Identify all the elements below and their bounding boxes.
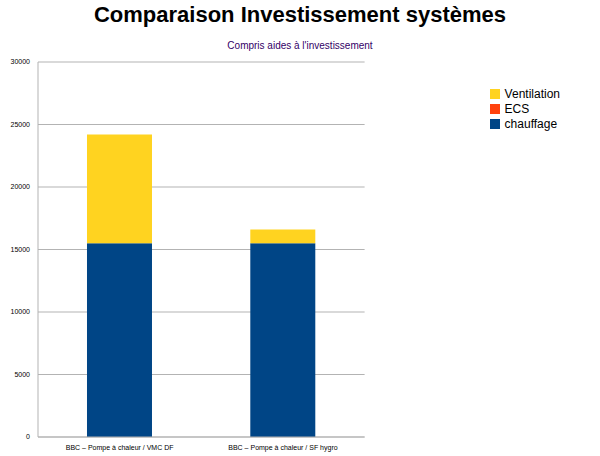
html-text:chauffage: chauffage [504,116,558,131]
svg-text:BBC – Pompe à chaleur / VMC DF: BBC – Pompe à chaleur / VMC DF [66,444,174,452]
svg-text:15000: 15000 [11,246,31,253]
svg-text:0: 0 [26,433,30,440]
html-text:Ventilation: Ventilation [504,86,560,101]
html-text:Comparaison Investissement sys: Comparaison Investissement systèmes [94,2,506,27]
svg-text:25000: 25000 [11,121,31,128]
svg-text:5000: 5000 [14,371,30,378]
svg-text:20000: 20000 [11,183,31,190]
html-text:ECS: ECS [504,101,530,116]
svg-text:10000: 10000 [11,308,31,315]
html-text:Compris aides à l'investisseme: Compris aides à l'investissement [227,40,373,51]
svg-text:BBC – Pompe à chaleur / SF hyg: BBC – Pompe à chaleur / SF hygro [228,444,337,452]
svg-text:30000: 30000 [11,58,31,65]
